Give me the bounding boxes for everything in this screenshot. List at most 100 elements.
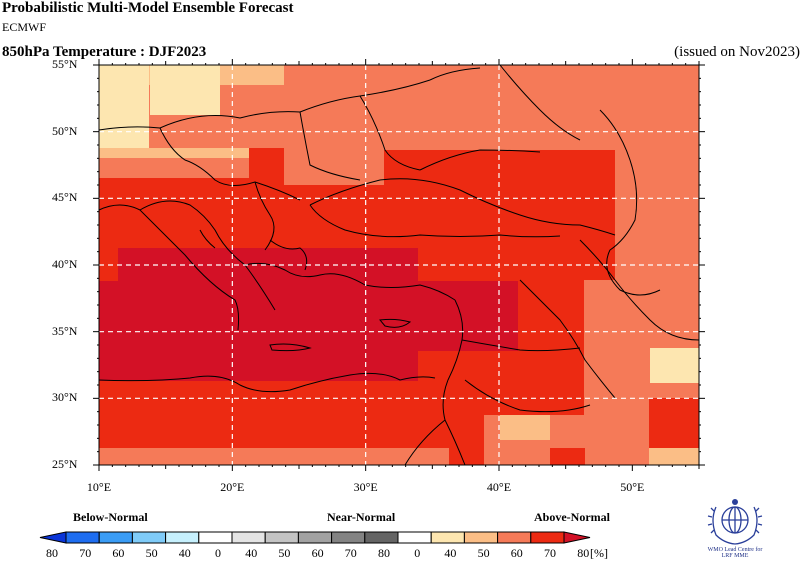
colorbar-bin [98,531,133,544]
colorbar-label: 50 [278,546,291,560]
colorbar-label: 40 [178,546,191,560]
prob-cell [99,148,249,158]
near-normal-label: Near-Normal [327,510,396,524]
prob-cell [418,281,518,351]
lon-label: 10°E [86,480,112,494]
colorbar-label: 70 [544,546,556,560]
coastline [579,239,700,341]
colorbar-label: 0 [414,546,421,560]
coastline [379,318,412,328]
above-normal-label: Above-Normal [534,510,610,524]
prob-cell [99,65,149,148]
prob-cell [284,150,384,185]
coastline [254,181,275,251]
colorbar-bin [463,531,499,544]
prob-cell [550,448,585,465]
coastline [599,109,661,296]
colorbar-bin [131,531,167,544]
axis-ticks [93,59,705,471]
colorbar-label: 40 [245,546,258,560]
lon-label: 40°E [486,480,512,494]
lon-label: 50°E [620,480,645,494]
coastline [159,127,301,201]
colorbar-label: 80 [46,546,58,560]
lat-label: 30°N [52,390,78,405]
lat-label: 50°N [52,123,78,138]
prob-cell [584,280,615,398]
colorbar-bin [231,531,266,544]
colorbar-bin [65,531,100,544]
colorbar-arrow-left [39,531,67,544]
colorbar-label: 70 [344,546,357,560]
coastline [429,64,581,141]
coastline [269,343,312,352]
prob-cell [650,348,699,383]
colorbar-label: 60 [510,546,523,560]
wmo-text-line2: LRF MME [721,553,749,559]
colorbar-bin [331,531,366,544]
colorbar-label: 60 [112,546,125,560]
colorbar-bin [430,531,465,544]
coastline [359,95,421,171]
colorbar-label: 50 [145,546,158,560]
prob-cell [99,281,118,381]
lat-label: 40°N [52,257,78,271]
coastline [199,229,308,271]
coastline [461,339,581,352]
lat-label: 55°N [52,57,78,71]
model-name: ECMWF [2,20,47,34]
colorbar-bin [198,531,233,544]
coastline [419,149,541,171]
colorbar-bin [397,531,432,544]
coastlines-and-borders [98,64,700,466]
colorbar-label: 80 [378,546,390,560]
colorbar-label: 70 [79,546,92,560]
wmo-logo-text: WMO Lead Centre for LRF MME [700,547,770,559]
prob-cell [500,415,550,440]
prob-cell [150,65,220,115]
colorbar-bin [497,531,532,544]
colorbar-label: 80 [577,546,590,560]
page-title: Probabilistic Multi-Model Ensemble Forec… [2,0,294,16]
colorbar-label: 60 [311,546,324,560]
prob-cell [649,448,699,465]
coastline [98,204,240,331]
coastline [309,204,561,238]
issue-date: (issued on Nov2023) [674,44,800,60]
forecast-subtitle: 850hPa Temperature : DJF2023 [2,44,207,60]
prob-cell [584,398,649,465]
colorbar-arrow-right [563,531,591,544]
lat-label: 35°N [52,323,78,338]
lat-label: 25°N [52,457,78,471]
prob-cell [284,65,699,150]
prob-cell [99,448,449,465]
coastline [442,299,466,466]
coastline [98,372,436,393]
coastline [98,79,431,131]
coastline [404,379,591,466]
colorbar-label: 50 [477,546,490,560]
coastline [299,111,361,181]
colorbar-bin [297,531,333,544]
colorbar-label: 40 [444,546,457,560]
colorbar-bin [264,531,299,544]
colorbar-bin [364,531,399,544]
legend-colorbar [39,531,591,544]
colorbar-bin [165,531,200,544]
wmo-logo-icon [707,499,763,545]
colorbar-unit: [%] [590,546,608,560]
lon-label: 20°E [220,480,245,494]
map-gridlines [99,65,699,465]
colorbar-bin [530,531,565,544]
lat-label: 45°N [52,190,78,205]
wmo-text-line1: WMO Lead Centre for [707,547,763,553]
coastline [519,279,616,399]
below-normal-label: Below-Normal [73,510,148,524]
prob-cell [118,248,418,381]
coastline [139,200,276,311]
colorbar-label: 0 [215,546,221,560]
lon-label: 30°E [353,480,378,494]
coastline [309,178,616,236]
coastline [244,262,456,301]
